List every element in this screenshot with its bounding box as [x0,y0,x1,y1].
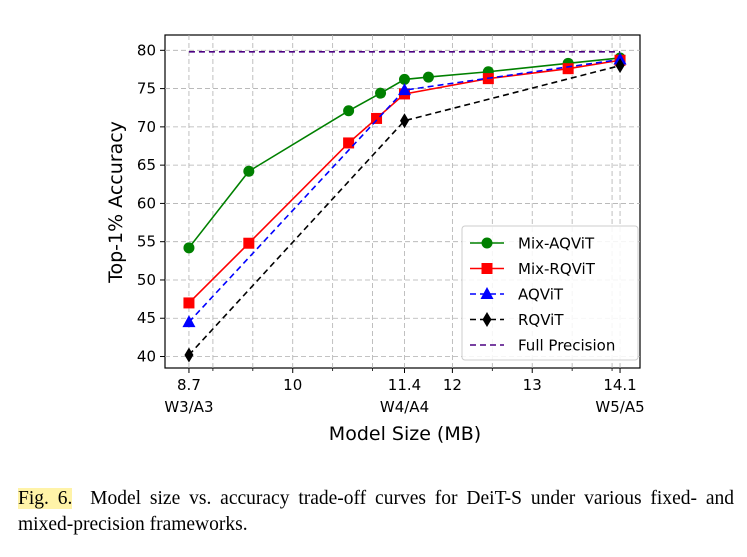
legend-label: Full Precision [518,337,615,355]
y-axis-label: Top-1% Accuracy [105,121,127,284]
caption-label: Fig. 6. [18,488,73,509]
point-mix-rqvit [562,63,574,75]
legend-box [461,225,639,361]
point-rqvit [399,113,409,129]
figure-caption: Fig. 6. Model size vs. accuracy trade-of… [18,486,734,538]
legend-marker [481,237,493,249]
x-axis-label: Model Size (MB) [329,423,481,445]
point-aqvit [397,83,411,96]
point-rqvit [615,58,625,74]
y-tick-label: 75 [137,80,156,98]
axes: 40 45 50 55 60 65 70 75 80 8.7 10 11.4 12 13 14.1 W3/A3… [137,41,645,416]
point-mix-aqvit [375,87,387,99]
x-tick-label: 12 [443,376,462,394]
legend: Mix-AQViT Mix-RQViT AQViT RQViT Full Precisi… [461,225,639,361]
point-aqvit [182,315,196,328]
chart-figure: 40 45 50 55 60 65 70 75 80 8.7 10 11.4 12 13 14.1 W3/A3… [105,34,645,445]
point-mix-aqvit [243,165,255,177]
x-tick-label: 10 [283,376,302,394]
x-tick-label: 13 [523,376,542,394]
point-mix-rqvit [343,137,355,149]
y-tick-label: 45 [137,309,156,327]
point-mix-aqvit [183,242,195,254]
point-rqvit [184,347,194,363]
y-tick-label: 40 [137,348,156,366]
legend-marker [481,263,493,274]
legend-item-rqvit: RQViT [470,311,564,329]
x-tick-label: 14.1 [603,376,636,394]
point-mix-aqvit [343,105,355,117]
legend-label: RQViT [518,311,564,329]
series-layer [182,51,627,363]
legend-label: Mix-RQViT [518,260,596,278]
legend-marker [482,312,492,327]
y-tick-label: 65 [137,156,156,174]
point-mix-rqvit [183,297,195,309]
legend-label: Mix-AQViT [518,235,595,253]
series-line-aqvit [188,58,621,323]
y-tick-label: 55 [137,233,156,251]
legend-item-mix-rqvit: Mix-RQViT [470,260,596,278]
point-mix-aqvit [398,73,410,85]
x-tick-label: 8.7 [177,376,201,394]
y-tick-label: 50 [137,271,156,289]
legend-item-aqvit: AQViT [470,286,564,304]
x-tick-label: 11.4 [388,376,421,394]
legend-item-mix-aqvit: Mix-AQViT [470,235,595,253]
x-bitwidth-label: W5/A5 [595,398,644,416]
y-tick-label: 70 [137,118,156,136]
x-bitwidth-label: W4/A4 [380,398,429,416]
point-mix-rqvit [243,237,255,249]
caption-text: Model size vs. accuracy trade-off curves… [18,488,735,535]
point-mix-aqvit [422,71,434,83]
y-tick-label: 80 [137,41,156,59]
legend-label: AQViT [518,286,564,304]
y-tick-label: 60 [137,194,156,212]
x-bitwidth-label: W3/A3 [164,398,213,416]
point-mix-rqvit [371,112,383,124]
legend-marker [480,287,494,299]
plot-frame [164,34,641,369]
legend-item-full-precision: Full Precision [470,337,615,355]
